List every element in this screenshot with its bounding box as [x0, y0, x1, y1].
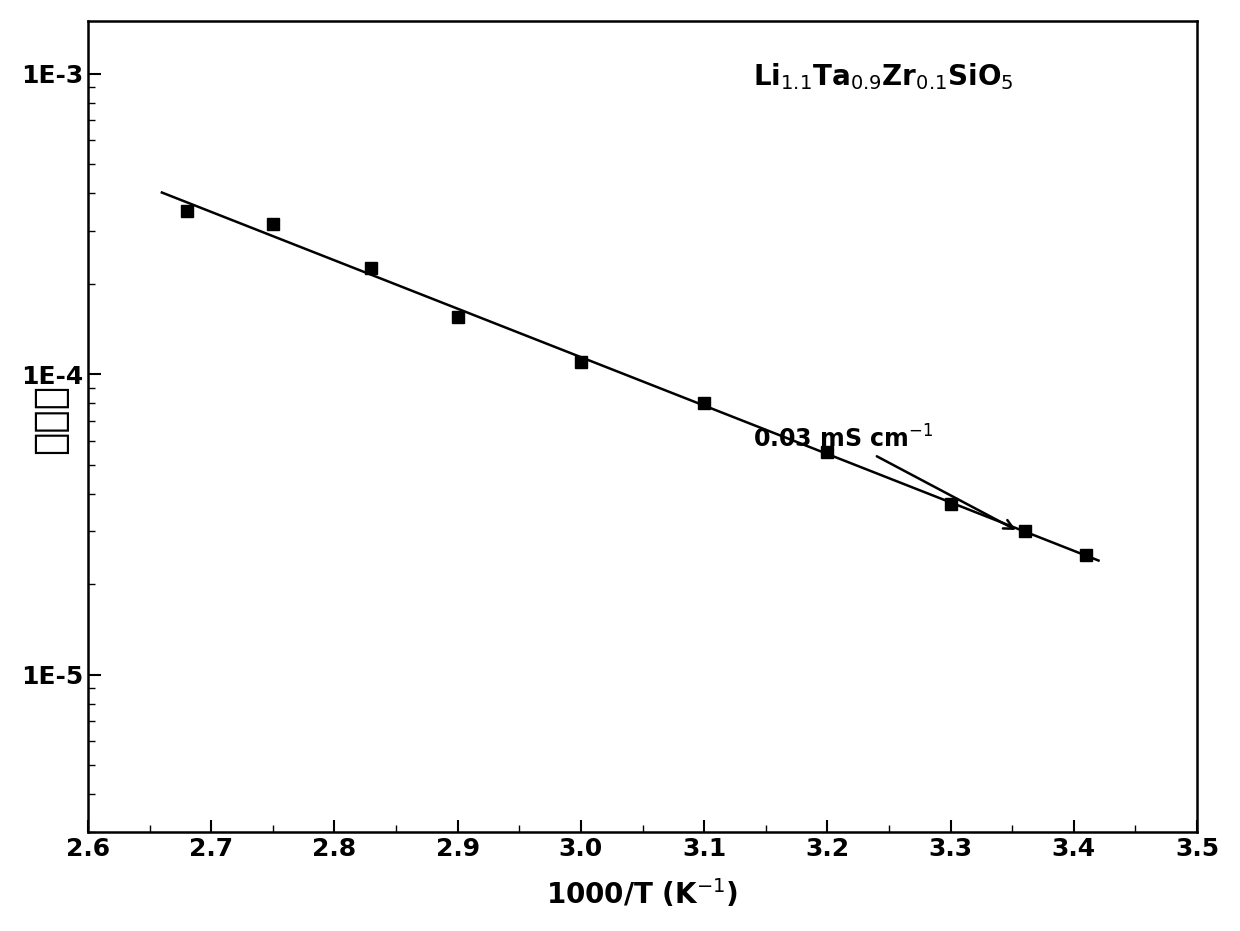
X-axis label: 1000/T (K$^{-1}$): 1000/T (K$^{-1}$) [547, 877, 739, 911]
Text: 0.03 mS cm$^{-1}$: 0.03 mS cm$^{-1}$ [754, 425, 1013, 529]
Text: Li$_{1.1}$Ta$_{0.9}$Zr$_{0.1}$SiO$_{5}$: Li$_{1.1}$Ta$_{0.9}$Zr$_{0.1}$SiO$_{5}$ [754, 61, 1014, 92]
Text: 电导率: 电导率 [31, 384, 68, 454]
